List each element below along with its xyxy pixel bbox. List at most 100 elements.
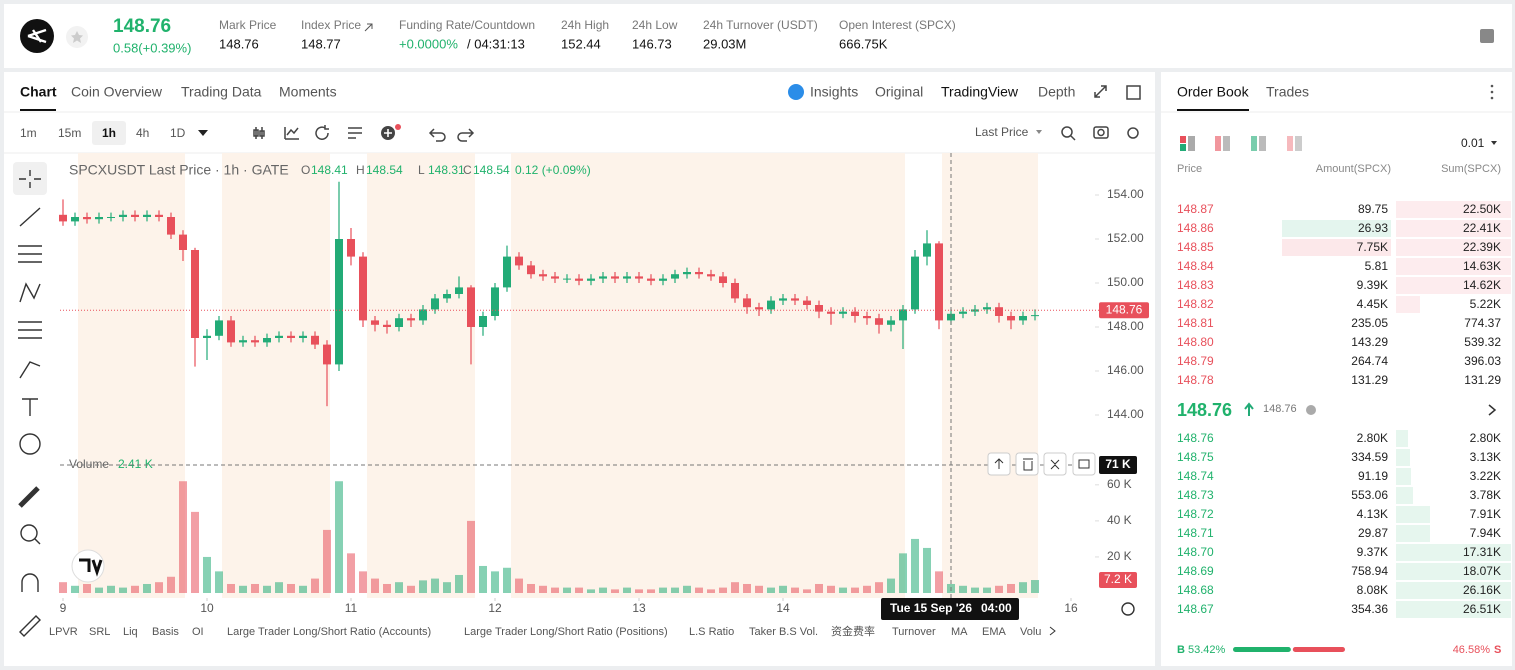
- indicator[interactable]: Liq: [123, 626, 138, 638]
- zoom-tool[interactable]: [20, 524, 38, 542]
- snapshot-icon[interactable]: [1093, 126, 1109, 139]
- price-type[interactable]: Last Price: [975, 125, 1029, 139]
- ask-price[interactable]: 148.83: [1177, 278, 1214, 292]
- chart-tab[interactable]: Chart: [20, 84, 57, 100]
- pencil-tool[interactable]: [19, 615, 41, 637]
- search-icon[interactable]: [1061, 126, 1073, 138]
- view-tab[interactable]: Insights: [810, 84, 858, 100]
- pattern-tool[interactable]: [19, 282, 41, 303]
- indicator[interactable]: Taker B.S Vol.: [749, 626, 818, 638]
- candle-icon[interactable]: [253, 127, 265, 139]
- price-type-caret[interactable]: [1036, 130, 1042, 134]
- indicator[interactable]: MA: [951, 626, 968, 638]
- layout-icon[interactable]: [1126, 85, 1141, 100]
- redo-icon[interactable]: [457, 128, 475, 142]
- volume-bar: [191, 511, 199, 593]
- precision-caret[interactable]: [1491, 141, 1497, 145]
- indicator[interactable]: Basis: [152, 626, 179, 638]
- candle-body: [491, 287, 499, 316]
- interval[interactable]: 1D: [170, 126, 186, 140]
- ask-price[interactable]: 148.87: [1177, 202, 1214, 216]
- candle-body: [755, 307, 763, 310]
- legend-key: L: [418, 163, 425, 177]
- bid-price[interactable]: 148.69: [1177, 564, 1214, 578]
- indicator[interactable]: L.S Ratio: [689, 626, 734, 638]
- pane-maximize[interactable]: [1072, 452, 1096, 476]
- interval[interactable]: 1m: [20, 126, 37, 140]
- channel-tool[interactable]: [18, 245, 42, 263]
- ask-price[interactable]: 148.86: [1177, 221, 1214, 235]
- mid-arrow[interactable]: [1488, 404, 1497, 416]
- bid-price[interactable]: 148.73: [1177, 488, 1214, 502]
- bid-price[interactable]: 148.72: [1177, 507, 1214, 521]
- text-tool[interactable]: [22, 398, 38, 416]
- ask-price[interactable]: 148.84: [1177, 259, 1214, 273]
- indicator-scroll[interactable]: [1049, 626, 1056, 636]
- template-icon[interactable]: [348, 127, 362, 139]
- ask-price[interactable]: 148.82: [1177, 297, 1214, 311]
- bid-price[interactable]: 148.67: [1177, 602, 1214, 616]
- indicator[interactable]: OI: [192, 626, 204, 638]
- magnet-tool[interactable]: [21, 573, 39, 592]
- bid-price[interactable]: 148.76: [1177, 431, 1214, 445]
- indicator[interactable]: Large Trader Long/Short Ratio (Accounts): [227, 626, 431, 638]
- ask-price[interactable]: 148.80: [1177, 335, 1214, 349]
- ask-price[interactable]: 148.81: [1177, 316, 1214, 330]
- book-tab[interactable]: Trades: [1266, 84, 1309, 100]
- pane-delete[interactable]: [1015, 452, 1039, 476]
- view-tab[interactable]: Original: [875, 84, 923, 100]
- view-tab[interactable]: Depth: [1038, 84, 1075, 100]
- ask-price[interactable]: 148.78: [1177, 373, 1214, 387]
- chart-tab[interactable]: Coin Overview: [71, 84, 163, 100]
- volume-bar: [623, 587, 631, 593]
- bid-price[interactable]: 148.71: [1177, 526, 1214, 540]
- header-icon[interactable]: [1480, 29, 1494, 43]
- chart-tab[interactable]: Moments: [279, 84, 337, 100]
- emoji-tool[interactable]: [19, 433, 41, 455]
- indicator[interactable]: LPVR: [49, 626, 78, 638]
- favorite-star[interactable]: [71, 31, 83, 43]
- precision[interactable]: 0.01: [1461, 136, 1485, 150]
- ask-price[interactable]: 148.79: [1177, 354, 1214, 368]
- line-tool[interactable]: [19, 207, 41, 227]
- volume-tick-label: 40 K: [1107, 513, 1132, 527]
- indicator[interactable]: EMA: [982, 626, 1007, 638]
- menu-dot[interactable]: [1490, 96, 1494, 100]
- fib-tool[interactable]: [18, 321, 42, 339]
- indicator[interactable]: Large Trader Long/Short Ratio (Positions…: [464, 626, 668, 638]
- menu-dot[interactable]: [1490, 90, 1494, 94]
- chart-tab[interactable]: Trading Data: [181, 84, 262, 100]
- axis-settings[interactable]: [1121, 602, 1135, 616]
- bid-price[interactable]: 148.74: [1177, 469, 1214, 483]
- indicator-icon[interactable]: [284, 127, 299, 140]
- insights-icon[interactable]: [788, 84, 804, 100]
- interval[interactable]: 15m: [58, 126, 81, 140]
- indicator[interactable]: 资金费率: [831, 624, 875, 638]
- book-tab[interactable]: Order Book: [1177, 84, 1250, 100]
- ruler-tool[interactable]: [18, 486, 40, 508]
- crosshair-hour: 04:00: [981, 601, 1012, 615]
- volume-tick-label: 20 K: [1107, 549, 1132, 563]
- ask-price[interactable]: 148.85: [1177, 240, 1214, 254]
- menu-dot[interactable]: [1490, 84, 1494, 88]
- interval[interactable]: 4h: [136, 126, 149, 140]
- settings-icon[interactable]: [1127, 127, 1139, 139]
- volume-bar: [755, 585, 763, 593]
- interval-dropdown[interactable]: [198, 130, 208, 136]
- interval[interactable]: 1h: [102, 126, 116, 140]
- bid-price[interactable]: 148.70: [1177, 545, 1214, 559]
- indicator[interactable]: Volu: [1020, 626, 1041, 638]
- view-tab[interactable]: TradingView: [941, 84, 1019, 100]
- undo-icon[interactable]: [428, 128, 446, 142]
- bid-price[interactable]: 148.68: [1177, 583, 1214, 597]
- indicator[interactable]: SRL: [89, 626, 110, 638]
- replay-icon[interactable]: [315, 125, 329, 140]
- fullscreen-icon[interactable]: [1094, 85, 1107, 98]
- brush-tool[interactable]: [19, 361, 41, 379]
- candle-body: [923, 243, 931, 257]
- bid-price[interactable]: 148.75: [1177, 450, 1214, 464]
- candle-body: [683, 272, 691, 275]
- crosshair-tool[interactable]: [19, 170, 41, 188]
- indicator[interactable]: Turnover: [892, 626, 936, 638]
